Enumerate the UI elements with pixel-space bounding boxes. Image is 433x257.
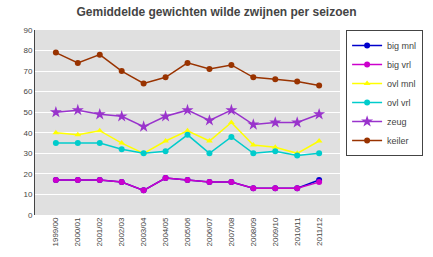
svg-text:2008/09: 2008/09: [249, 217, 258, 246]
svg-text:80: 80: [23, 46, 32, 55]
svg-text:2004/05: 2004/05: [161, 217, 170, 246]
svg-text:big vrl: big vrl: [387, 60, 411, 70]
svg-text:2000/01: 2000/01: [73, 217, 82, 246]
svg-text:90: 90: [23, 26, 32, 35]
svg-text:30: 30: [23, 149, 32, 158]
svg-text:20: 20: [23, 170, 32, 179]
svg-text:Gemiddelde gewichten wilde zwi: Gemiddelde gewichten wilde zwijnen per s…: [76, 5, 356, 19]
svg-text:ovl vrl: ovl vrl: [387, 98, 411, 108]
svg-text:2005/06: 2005/06: [183, 217, 192, 246]
svg-text:2006/07: 2006/07: [205, 217, 214, 246]
svg-text:40: 40: [23, 129, 32, 138]
svg-text:2001/02: 2001/02: [95, 217, 104, 246]
svg-text:2002/03: 2002/03: [117, 217, 126, 246]
svg-text:2011/12: 2011/12: [315, 217, 324, 246]
svg-text:1999/00: 1999/00: [51, 217, 60, 246]
svg-text:10: 10: [23, 190, 32, 199]
svg-text:60: 60: [23, 87, 32, 96]
svg-text:zeug: zeug: [387, 117, 407, 127]
svg-text:ovl mnl: ovl mnl: [387, 79, 416, 89]
svg-text:50: 50: [23, 108, 32, 117]
svg-text:2007/08: 2007/08: [227, 217, 236, 246]
svg-text:70: 70: [23, 67, 32, 76]
svg-text:2010/11: 2010/11: [293, 217, 302, 246]
svg-text:big mnl: big mnl: [387, 41, 416, 51]
svg-text:keiler: keiler: [387, 136, 409, 146]
svg-text:2003/04: 2003/04: [139, 217, 148, 246]
svg-text:2009/10: 2009/10: [271, 217, 280, 246]
svg-text:0: 0: [28, 211, 33, 220]
